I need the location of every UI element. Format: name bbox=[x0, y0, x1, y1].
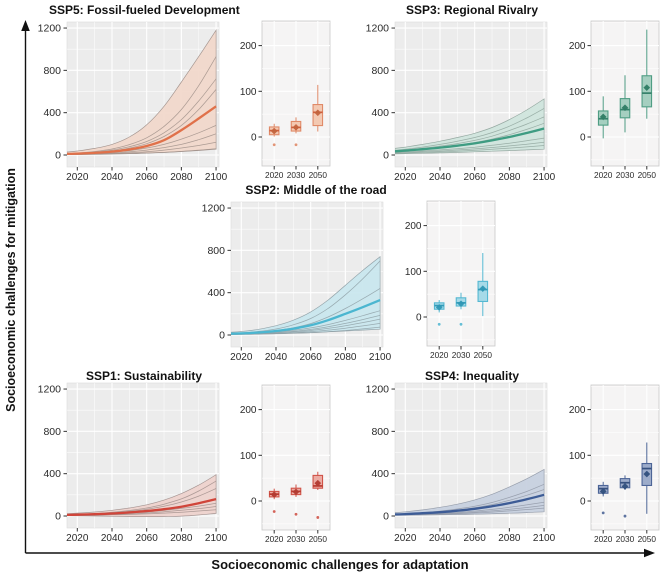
boxplot-ssp2: 0 100 200 2020 2030 2050 bbox=[405, 200, 496, 360]
svg-text:0: 0 bbox=[251, 497, 257, 508]
svg-text:2040: 2040 bbox=[101, 172, 124, 183]
svg-text:2050: 2050 bbox=[309, 534, 328, 544]
boxplot-ssp1: 0 100 200 2020 2030 2050 bbox=[240, 384, 331, 544]
svg-text:2020: 2020 bbox=[66, 172, 89, 183]
svg-text:2020: 2020 bbox=[66, 533, 89, 544]
svg-text:2020: 2020 bbox=[265, 534, 284, 544]
svg-text:2020: 2020 bbox=[394, 172, 417, 183]
svg-text:2020: 2020 bbox=[265, 170, 284, 180]
svg-text:2030: 2030 bbox=[616, 534, 635, 544]
svg-text:200: 200 bbox=[569, 405, 586, 416]
svg-text:2080: 2080 bbox=[498, 533, 521, 544]
svg-text:1200: 1200 bbox=[366, 384, 390, 396]
line-chart-ssp4: 0 400 800 1200 2020 2040 2060 2080 2100 bbox=[366, 382, 556, 544]
boxplot-ssp3: 0 100 200 2020 2030 2050 bbox=[569, 20, 660, 180]
svg-text:0: 0 bbox=[416, 313, 422, 324]
svg-text:200: 200 bbox=[240, 41, 257, 52]
svg-text:2020: 2020 bbox=[594, 170, 613, 180]
svg-text:2080: 2080 bbox=[498, 172, 521, 183]
svg-text:0: 0 bbox=[580, 133, 586, 144]
panel-title-ssp2: SSP2: Middle of the road bbox=[245, 183, 387, 197]
svg-text:1200: 1200 bbox=[38, 23, 62, 35]
adaptation-axis-arrowhead bbox=[644, 548, 655, 558]
svg-text:800: 800 bbox=[371, 426, 389, 438]
svg-text:0: 0 bbox=[55, 150, 61, 162]
svg-text:100: 100 bbox=[240, 451, 257, 462]
svg-text:2050: 2050 bbox=[309, 170, 328, 180]
svg-text:2060: 2060 bbox=[300, 352, 323, 363]
svg-text:2020: 2020 bbox=[394, 533, 417, 544]
svg-text:100: 100 bbox=[569, 451, 586, 462]
svg-text:2040: 2040 bbox=[429, 533, 452, 544]
svg-text:2080: 2080 bbox=[170, 533, 193, 544]
svg-text:2040: 2040 bbox=[101, 533, 124, 544]
svg-text:2100: 2100 bbox=[205, 172, 228, 183]
svg-text:0: 0 bbox=[251, 133, 257, 144]
svg-text:2030: 2030 bbox=[287, 170, 306, 180]
svg-text:2050: 2050 bbox=[638, 534, 657, 544]
svg-text:2100: 2100 bbox=[205, 533, 228, 544]
svg-text:2020: 2020 bbox=[230, 352, 253, 363]
svg-text:200: 200 bbox=[569, 41, 586, 52]
svg-text:400: 400 bbox=[43, 107, 61, 119]
svg-text:2050: 2050 bbox=[474, 350, 493, 360]
line-chart-ssp3: 0 400 800 1200 2020 2040 2060 2080 2100 bbox=[366, 21, 556, 183]
line-chart-ssp2: 0 400 800 1200 2020 2040 2060 2080 2100 bbox=[202, 201, 392, 363]
svg-text:400: 400 bbox=[371, 107, 389, 119]
svg-text:0: 0 bbox=[55, 511, 61, 523]
svg-text:0: 0 bbox=[219, 330, 225, 342]
svg-text:200: 200 bbox=[240, 405, 257, 416]
panel-title-ssp5: SSP5: Fossil-fueled Development bbox=[49, 3, 240, 17]
svg-text:2060: 2060 bbox=[136, 172, 159, 183]
line-chart-ssp1: 0 400 800 1200 2020 2040 2060 2080 2100 bbox=[38, 382, 228, 544]
svg-text:100: 100 bbox=[405, 267, 422, 278]
svg-text:800: 800 bbox=[207, 245, 225, 257]
svg-text:2100: 2100 bbox=[369, 352, 392, 363]
line-chart-ssp5: 0 400 800 1200 2020 2040 2060 2080 2100 bbox=[38, 21, 228, 183]
svg-text:100: 100 bbox=[240, 87, 257, 98]
svg-text:2030: 2030 bbox=[452, 350, 471, 360]
svg-text:2060: 2060 bbox=[136, 533, 159, 544]
svg-text:2020: 2020 bbox=[430, 350, 449, 360]
svg-text:2030: 2030 bbox=[287, 534, 306, 544]
svg-text:1200: 1200 bbox=[366, 23, 390, 35]
y-axis-label: Socioeconomic challenges for mitigation bbox=[4, 168, 18, 412]
svg-text:0: 0 bbox=[383, 511, 389, 523]
svg-text:0: 0 bbox=[383, 150, 389, 162]
svg-text:2020: 2020 bbox=[594, 534, 613, 544]
svg-text:200: 200 bbox=[405, 221, 422, 232]
svg-text:800: 800 bbox=[43, 65, 61, 77]
panel-title-ssp4: SSP4: Inequality bbox=[424, 369, 520, 383]
panel-title-ssp1: SSP1: Sustainability bbox=[85, 369, 203, 383]
svg-text:2080: 2080 bbox=[170, 172, 193, 183]
x-axis-label: Socioeconomic challenges for adaptation bbox=[211, 557, 469, 572]
svg-text:2050: 2050 bbox=[638, 170, 657, 180]
svg-text:0: 0 bbox=[580, 497, 586, 508]
svg-text:1200: 1200 bbox=[202, 203, 226, 215]
svg-text:400: 400 bbox=[371, 468, 389, 480]
panel-title-ssp3: SSP3: Regional Rivalry bbox=[405, 3, 539, 17]
svg-text:2060: 2060 bbox=[464, 172, 487, 183]
svg-text:400: 400 bbox=[207, 287, 225, 299]
svg-text:2030: 2030 bbox=[616, 170, 635, 180]
svg-text:800: 800 bbox=[43, 426, 61, 438]
svg-text:1200: 1200 bbox=[38, 384, 62, 396]
svg-text:800: 800 bbox=[371, 65, 389, 77]
svg-text:2080: 2080 bbox=[334, 352, 357, 363]
svg-text:2100: 2100 bbox=[533, 172, 556, 183]
svg-text:2040: 2040 bbox=[429, 172, 452, 183]
boxplot-ssp4: 0 100 200 2020 2030 2050 bbox=[569, 384, 660, 544]
boxplot-ssp5: 0 100 200 2020 2030 2050 bbox=[240, 20, 331, 180]
svg-text:2060: 2060 bbox=[464, 533, 487, 544]
svg-text:2040: 2040 bbox=[265, 352, 288, 363]
svg-text:400: 400 bbox=[43, 468, 61, 480]
svg-text:2100: 2100 bbox=[533, 533, 556, 544]
svg-text:100: 100 bbox=[569, 87, 586, 98]
